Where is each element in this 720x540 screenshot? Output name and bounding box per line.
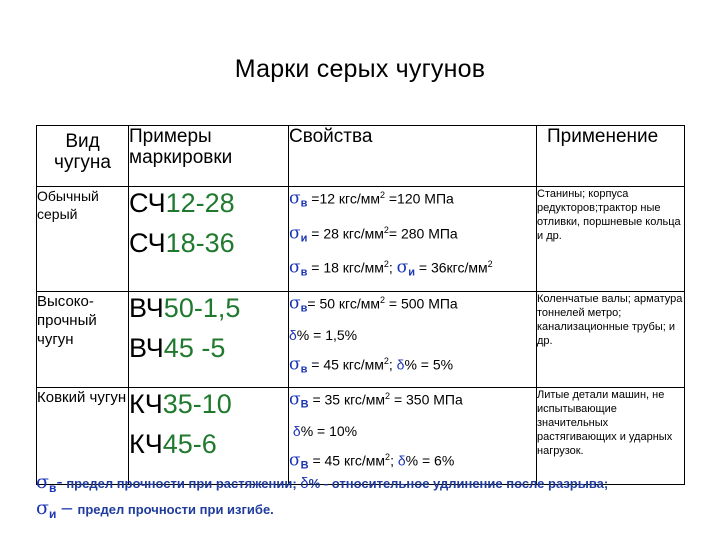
property-line: σв= 50 кгс/мм2 = 500 МПа xyxy=(289,293,458,315)
marking-cell: ВЧ50-1,5 ВЧ45 -5 xyxy=(128,290,289,389)
props-cell: σв =12 кгс/мм2 =120 МПа σи = 28 кгс/мм2=… xyxy=(288,186,537,292)
props-cell: σВ = 35 кгс/мм2 = 350 МПа δ% = 10% σВ = … xyxy=(288,387,537,485)
property-line: σи = 28 кгс/мм2= 280 МПа xyxy=(289,223,458,245)
header-row: Вид чугуна Примеры маркировки Свойства П… xyxy=(36,125,685,187)
table-row: Высоко-прочный чугун ВЧ50-1,5 ВЧ45 -5 σв… xyxy=(36,290,685,389)
footnote-bending: σи – предел прочности при изгибе. xyxy=(36,497,274,521)
cast-iron-table: Вид чугуна Примеры маркировки Свойства П… xyxy=(36,125,685,485)
marking: СЧ18-36 xyxy=(129,228,235,258)
table-row: Обычный серый СЧ12-28 СЧ18-36 σв =12 кгс… xyxy=(36,186,685,292)
props-cell: σв= 50 кгс/мм2 = 500 МПа δ% = 1,5% σв = … xyxy=(288,290,537,389)
marking: ВЧ45 -5 xyxy=(129,332,226,363)
marking: ВЧ50-1,5 xyxy=(129,292,241,323)
page-title: Марки серых чугунов xyxy=(234,55,486,83)
header-marking: Примеры маркировки xyxy=(128,125,289,187)
property-line: δ% = 10% xyxy=(292,422,358,439)
iron-type: Обычный серый xyxy=(36,186,129,292)
iron-type: Высоко-прочный чугун xyxy=(36,290,129,389)
usage-text: Коленчатые валы; арматура тоннелей метро… xyxy=(536,290,685,389)
header-use: Применение xyxy=(536,125,685,187)
table-row: Ковкий чугун КЧ35-10 КЧ45-6 σВ = 35 кгс/… xyxy=(36,387,685,485)
marking-cell: КЧ35-10 КЧ45-6 xyxy=(128,387,289,485)
property-line: σв = 45 кгс/мм2; δ% = 5% xyxy=(289,354,454,376)
property-line: σв = 18 кгс/мм2; σи = 36кгс/мм2 xyxy=(289,257,493,279)
header-props: Свойства xyxy=(288,125,537,187)
marking: СЧ12-28 xyxy=(129,188,235,218)
property-line: σВ = 35 кгс/мм2 = 350 МПа xyxy=(289,389,463,411)
usage-text: Литые детали машин, не испытывающие знач… xyxy=(536,387,685,485)
marking: КЧ45-6 xyxy=(129,429,217,460)
property-line: σв =12 кгс/мм2 =120 МПа xyxy=(289,188,454,210)
usage-text: Станины; корпуса редукторов;трактор ные … xyxy=(536,186,685,292)
footnote-tensile: σв- предел прочности при растяжении; δ% … xyxy=(36,471,609,495)
header-type: Вид чугуна xyxy=(36,125,129,187)
marking: КЧ35-10 xyxy=(129,389,232,420)
iron-type: Ковкий чугун xyxy=(36,387,129,485)
property-line: σВ = 45 кгс/мм2; δ% = 6% xyxy=(289,450,455,472)
marking-cell: СЧ12-28 СЧ18-36 xyxy=(128,186,289,292)
property-line: δ% = 1,5% xyxy=(289,326,358,343)
